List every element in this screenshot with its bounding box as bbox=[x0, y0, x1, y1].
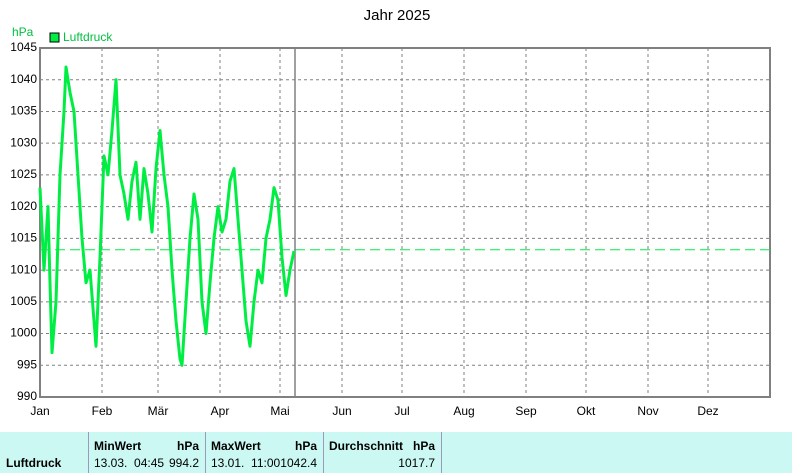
x-tick-label: Mai bbox=[270, 404, 289, 418]
min-cell: MinWert hPa 13.03. 04:45 994.2 bbox=[88, 432, 206, 473]
header: Durchschnitt bbox=[329, 439, 404, 453]
time: 13.03. 04:45 bbox=[94, 456, 165, 470]
x-tick-label: Mär bbox=[148, 404, 169, 418]
y-tick-label: 1000 bbox=[10, 326, 37, 340]
header: MaxWert bbox=[211, 439, 261, 453]
x-tick-label: Jun bbox=[332, 404, 351, 418]
x-tick-label: Feb bbox=[92, 404, 113, 418]
y-tick-label: 1020 bbox=[10, 199, 37, 213]
y-tick-label: 1030 bbox=[10, 135, 37, 149]
x-tick-label: Dez bbox=[697, 404, 718, 418]
x-tick-label: Apr bbox=[211, 404, 230, 418]
y-tick-label: 1035 bbox=[10, 104, 37, 118]
y-tick-label: 1040 bbox=[10, 72, 37, 86]
row-cell: Luftdruck bbox=[0, 432, 89, 473]
stats-table: Luftdruck MinWert hPa 13.03. 04:45 994.2… bbox=[0, 432, 792, 473]
y-tick-label: 1045 bbox=[10, 40, 37, 54]
x-tick-label: Okt bbox=[577, 404, 596, 418]
chart-title: Jahr 2025 bbox=[364, 7, 431, 24]
y-tick-label: 1025 bbox=[10, 167, 37, 181]
y-tick-label: 1005 bbox=[10, 294, 37, 308]
chart: Jahr 2025 hPa Luftdruck 990 995 1000 1005 10… bbox=[10, 7, 771, 418]
time: 13.01. 11:00 bbox=[211, 456, 281, 470]
unit: hPa bbox=[176, 439, 199, 453]
data-line bbox=[38, 65, 296, 367]
y-tick-label: 990 bbox=[17, 389, 37, 403]
header: MinWert bbox=[94, 439, 142, 453]
value: 1017.7 bbox=[398, 456, 435, 470]
value: 1042.4 bbox=[280, 456, 317, 470]
y-tick-label: 1015 bbox=[10, 231, 37, 245]
row-label: Luftdruck bbox=[6, 456, 62, 470]
y-axis-label: hPa bbox=[12, 25, 34, 39]
unit: hPa bbox=[294, 439, 317, 453]
x-tick-label: Sep bbox=[515, 404, 537, 418]
y-tick-label: 1010 bbox=[10, 262, 37, 276]
avg-cell: Durchschnitt hPa 1017.7 bbox=[323, 432, 442, 473]
value: 994.2 bbox=[168, 456, 199, 470]
max-cell: MaxWert hPa 13.01. 11:00 1042.4 bbox=[205, 432, 324, 473]
legend-label: Luftdruck bbox=[63, 30, 113, 44]
y-tick-label: 995 bbox=[17, 357, 37, 371]
x-tick-label: Nov bbox=[637, 404, 658, 418]
legend-swatch bbox=[49, 32, 60, 43]
unit: hPa bbox=[412, 439, 435, 453]
x-tick-label: Jul bbox=[394, 404, 409, 418]
x-tick-label: Jan bbox=[30, 404, 49, 418]
x-tick-label: Aug bbox=[453, 404, 474, 418]
